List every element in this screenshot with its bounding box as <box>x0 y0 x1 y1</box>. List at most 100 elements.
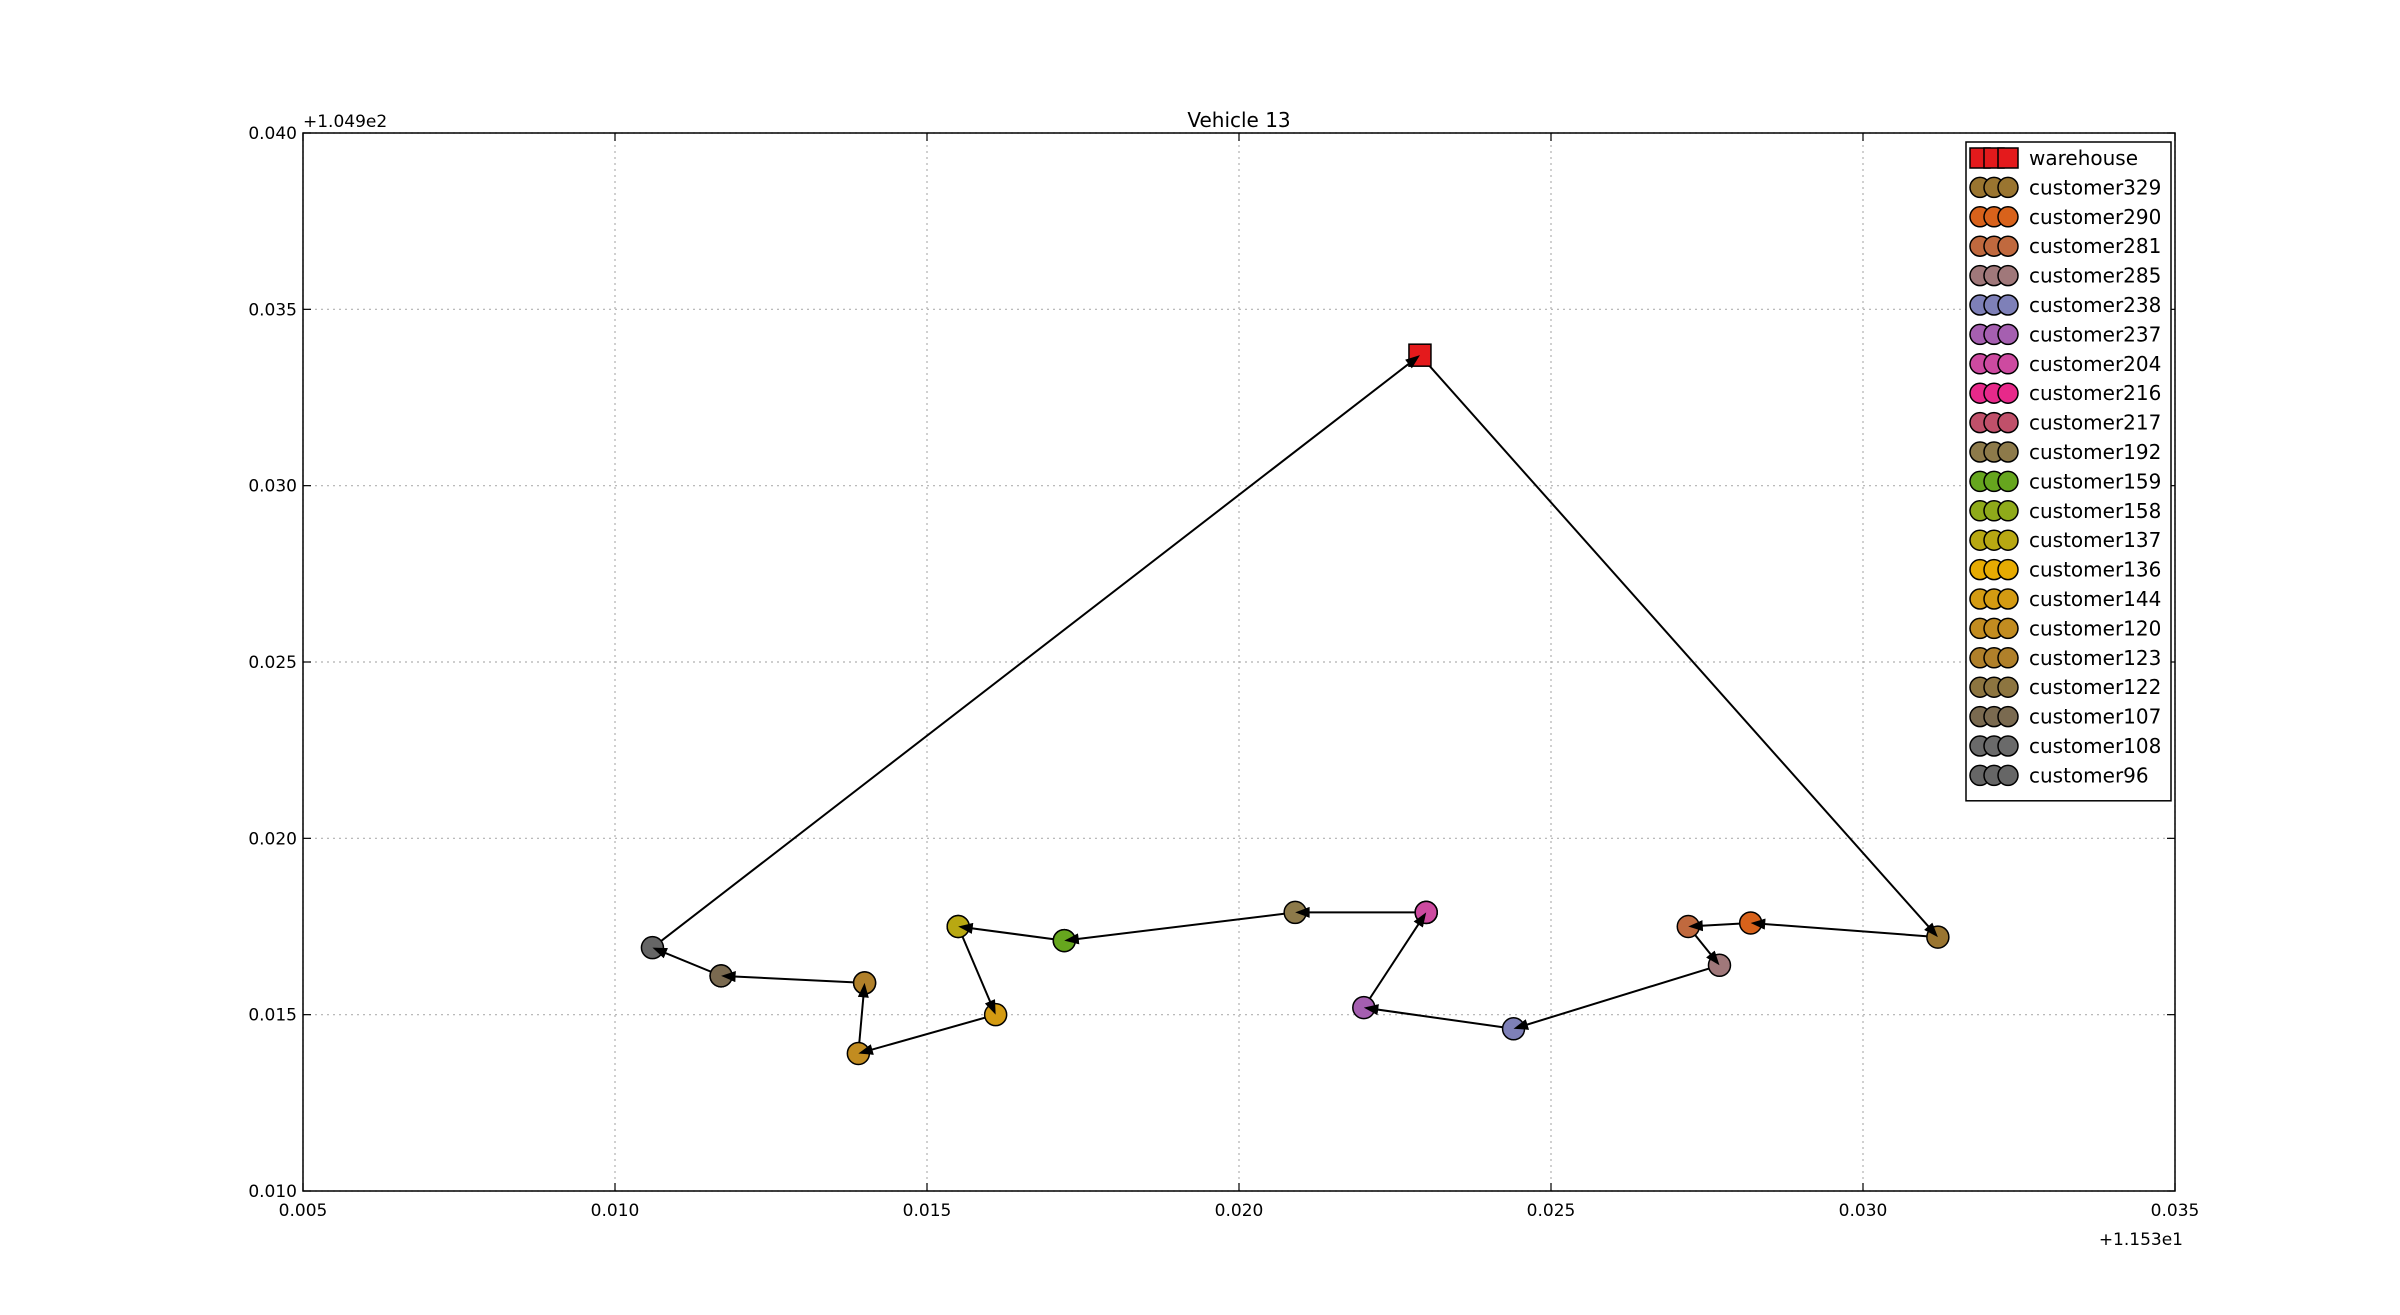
route-segment <box>651 354 1421 949</box>
y-tick-label: 0.010 <box>248 1182 297 1202</box>
legend-swatch <box>1997 441 2019 463</box>
legend-label: customer137 <box>2029 528 2161 552</box>
legend-entry: customer238 <box>1969 293 2161 317</box>
legend-swatch <box>1997 705 2019 728</box>
x-tick-label: 0.010 <box>591 1201 640 1221</box>
legend-swatch <box>1997 676 2019 698</box>
route-arrowhead <box>858 1044 874 1055</box>
legend-entry: customer204 <box>1969 352 2161 376</box>
legend-swatch <box>1997 764 2019 787</box>
route-arrowhead <box>1706 950 1720 966</box>
legend-entry: customer108 <box>1969 734 2161 758</box>
route-arrowhead <box>1413 912 1427 928</box>
y-tick-label: 0.030 <box>248 477 297 497</box>
x-tick-label: 0.025 <box>1527 1201 1576 1221</box>
route-segment <box>958 925 1065 942</box>
route-segment <box>1750 921 1938 939</box>
marker-customer144 <box>983 1002 1008 1027</box>
route-segment <box>1513 964 1720 1030</box>
route-arrowhead <box>1924 922 1938 938</box>
legend-entry: customer159 <box>1969 469 2161 493</box>
legend-swatch <box>1997 382 2019 404</box>
legend-label: customer285 <box>2029 264 2161 288</box>
legend: warehouse customer329 customer290 customer2… <box>1965 141 2172 802</box>
legend-swatch <box>1997 176 2019 199</box>
route-arrowhead <box>1750 918 1766 930</box>
legend-swatch <box>1997 500 2019 522</box>
legend-entry: customer237 <box>1969 322 2161 346</box>
chart-title: Vehicle 13 <box>1187 108 1290 132</box>
legend-swatch <box>1997 147 2019 169</box>
legend-swatch <box>1997 235 2019 257</box>
route-arrowhead <box>1295 906 1310 918</box>
legend-entry: customer137 <box>1969 528 2161 552</box>
y-tick-label: 0.020 <box>248 829 297 849</box>
legend-label: customer216 <box>2029 381 2161 405</box>
legend-swatch <box>1997 294 2019 316</box>
legend-label: customer136 <box>2029 558 2161 582</box>
legend-entry: customer192 <box>1969 440 2161 464</box>
legend-entry: warehouse <box>1969 146 2138 170</box>
legend-entry: customer123 <box>1969 646 2161 670</box>
route-arrowhead <box>1688 920 1703 932</box>
route-arrowhead <box>1405 355 1420 369</box>
y-tick-label: 0.035 <box>248 300 297 320</box>
legend-entry: customer96 <box>1969 763 2149 787</box>
legend-swatch <box>1997 647 2019 669</box>
y-tick-label: 0.025 <box>248 653 297 673</box>
route-segment <box>1363 1006 1514 1030</box>
route-arrowhead <box>1064 933 1080 945</box>
legend-swatch <box>1997 558 2019 581</box>
legend-label: customer281 <box>2029 234 2161 258</box>
route-arrowhead <box>1513 1019 1529 1030</box>
legend-label: customer123 <box>2029 646 2161 670</box>
axis-ticks: 0.005 0.010 0.015 0.020 0.025 0.030 0.0350.010… <box>248 124 2199 1221</box>
legend-entry: customer144 <box>1969 587 2161 611</box>
route-arrowhead <box>652 947 668 959</box>
x-tick-label: 0.030 <box>1839 1201 1888 1221</box>
y-tick-label: 0.040 <box>248 124 297 144</box>
legend-label: customer120 <box>2029 616 2161 640</box>
legend-label: customer329 <box>2029 175 2161 199</box>
route-segment <box>721 974 865 984</box>
route-arrowhead <box>857 982 869 998</box>
route-arrowhead <box>958 923 974 934</box>
legend-entry: customer290 <box>1969 205 2161 229</box>
x-axis-offset-text: +1.153e1 <box>2099 1230 2183 1250</box>
y-tick-label: 0.015 <box>248 1006 297 1026</box>
legend-swatch <box>1997 529 2019 551</box>
x-tick-label: 0.020 <box>1215 1201 1264 1221</box>
legend-entry: customer285 <box>1969 264 2161 288</box>
x-tick-label: 0.035 <box>2151 1201 2200 1221</box>
legend-swatch <box>1997 470 2019 493</box>
data-markers <box>640 343 1950 1066</box>
legend-label: customer96 <box>2029 763 2149 787</box>
legend-label: customer217 <box>2029 411 2161 435</box>
legend-label: customer158 <box>2029 499 2161 523</box>
legend-swatch <box>1997 353 2019 375</box>
legend-swatch <box>1997 588 2019 610</box>
legend-label: customer108 <box>2029 734 2161 758</box>
route-arrowhead <box>721 971 736 982</box>
route-arrowhead <box>1363 1004 1379 1015</box>
legend-entry: customer281 <box>1969 234 2161 258</box>
legend-entry: customer158 <box>1969 499 2161 523</box>
legend-swatch <box>1997 735 2019 757</box>
legend-label: customer107 <box>2029 705 2161 729</box>
legend-swatch <box>1997 206 2019 228</box>
customer-marker <box>983 1002 1008 1027</box>
legend-label: customer144 <box>2029 587 2161 611</box>
legend-entry: customer217 <box>1969 411 2161 435</box>
legend-label: customer204 <box>2029 352 2161 376</box>
legend-label: customer122 <box>2029 675 2161 699</box>
legend-label: customer237 <box>2029 322 2161 346</box>
route-segment <box>1064 911 1296 942</box>
legend-label: customer192 <box>2029 440 2161 464</box>
legend-swatch <box>1997 323 2019 346</box>
legend-entry: customer216 <box>1969 381 2161 405</box>
route-segment <box>957 926 997 1016</box>
route-arrowhead <box>985 999 996 1015</box>
legend-label: customer159 <box>2029 469 2161 493</box>
legend-entry: customer329 <box>1969 175 2161 199</box>
